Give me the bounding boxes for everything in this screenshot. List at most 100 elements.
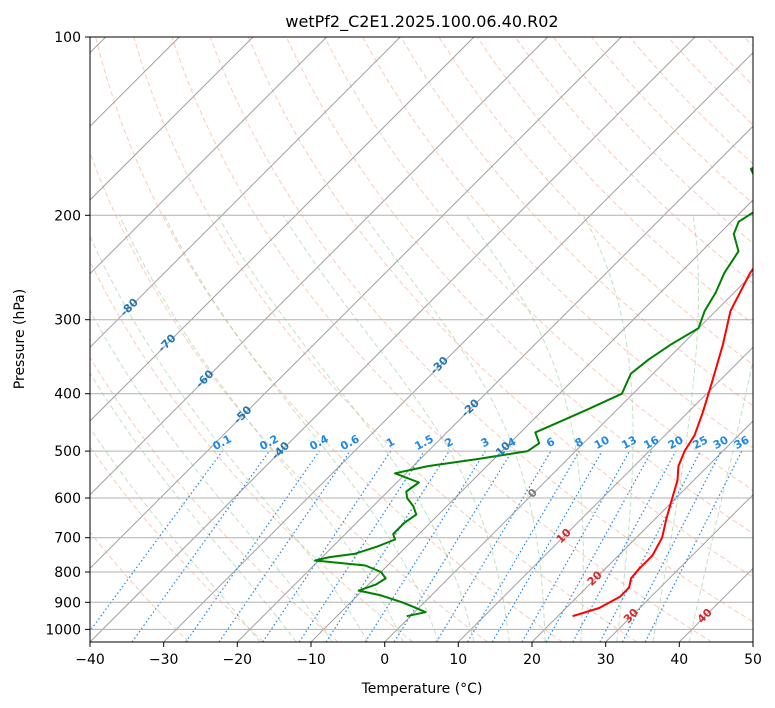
y-axis-label: Pressure (hPa) xyxy=(12,289,28,389)
y-axis-ticks: 100 200 300 400 500 600 700 800 900 1000 xyxy=(45,30,90,638)
mixing-ratio-label: 30 xyxy=(711,433,731,452)
dry-adiabat xyxy=(95,37,563,642)
x-tick-label: −40 xyxy=(75,652,105,668)
mixing-ratio-label: 25 xyxy=(690,433,710,452)
moist-adiabat xyxy=(90,371,297,642)
mixing-ratio-label: 20 xyxy=(666,433,686,452)
isotherm xyxy=(531,420,753,642)
isotherm xyxy=(163,51,753,642)
mixing-ratio-line xyxy=(364,450,486,642)
moist-adiabat xyxy=(652,215,699,642)
moist-adiabat xyxy=(282,215,510,642)
isotherm-label: -30 xyxy=(428,354,451,377)
dry-adiabat xyxy=(362,37,753,449)
dry-adiabat xyxy=(667,37,753,126)
dry-adiabat xyxy=(743,37,753,47)
mixing-ratio-label: 6 xyxy=(544,435,557,450)
x-axis-label: Temperature (°C) xyxy=(361,681,483,697)
x-tick-label: 10 xyxy=(449,652,467,668)
background-lines xyxy=(90,37,753,642)
dry-adiabat xyxy=(90,531,190,642)
y-tick-label: 500 xyxy=(54,444,81,460)
dry-adiabat xyxy=(90,445,264,642)
dry-adiabat xyxy=(438,37,753,366)
mixing-ratio-line xyxy=(185,450,320,642)
mixing-ratio-line xyxy=(218,450,351,642)
y-tick-label: 300 xyxy=(54,313,81,329)
isotherm xyxy=(90,37,328,275)
y-tick-label: 600 xyxy=(54,491,81,507)
mixing-ratio-line xyxy=(325,450,450,642)
x-axis-ticks: −40 −30 −20 −10 0 10 20 30 40 50 xyxy=(75,642,762,668)
mixing-ratio-label: 3 xyxy=(479,435,492,450)
moist-adiabat xyxy=(364,215,546,642)
isotherm xyxy=(457,346,753,642)
mixing-ratio-label: 0.6 xyxy=(338,432,362,453)
mixing-ratio-line xyxy=(521,450,631,642)
isotherm xyxy=(90,37,475,422)
y-tick-label: 100 xyxy=(54,30,81,46)
dry-adiabat xyxy=(476,37,753,325)
dry-adiabat xyxy=(171,37,712,642)
moist-adiabat xyxy=(90,427,261,642)
mixing-ratio-label: 16 xyxy=(642,433,662,452)
mixing-ratio-line xyxy=(491,450,603,642)
dry-adiabat xyxy=(400,37,753,407)
x-tick-label: 30 xyxy=(597,652,615,668)
isotherm xyxy=(384,272,753,642)
plot-frame xyxy=(89,36,754,643)
mixing-ratio-label: 0.4 xyxy=(307,432,331,453)
mixing-ratio-line xyxy=(599,450,702,642)
isotherm xyxy=(90,37,401,349)
moist-adiabat xyxy=(90,235,369,642)
dry-adiabat xyxy=(90,151,488,642)
x-tick-label: 40 xyxy=(670,652,688,668)
mixing-ratio-line xyxy=(262,450,392,642)
dry-adiabat xyxy=(324,37,753,491)
dry-adiabat xyxy=(705,37,753,87)
mixing-ratio-line xyxy=(435,450,552,642)
isotherm xyxy=(310,199,753,642)
dry-adiabat xyxy=(247,37,753,578)
isotherm xyxy=(90,37,549,496)
moist-adiabat xyxy=(217,215,475,642)
dry-adiabat xyxy=(90,356,339,642)
isotherm-label: 30 xyxy=(621,606,641,626)
dry-adiabat xyxy=(514,37,753,285)
mixing-ratio-label: 0.1 xyxy=(211,432,234,453)
mixing-ratio-line xyxy=(545,450,653,642)
mixing-ratio-label: 36 xyxy=(732,433,752,452)
mixing-ratio-label: 10 xyxy=(592,433,612,452)
mixing-ratio-line xyxy=(466,450,580,642)
y-tick-label: 900 xyxy=(54,595,81,611)
isotherm xyxy=(90,37,696,642)
y-tick-label: 400 xyxy=(54,387,81,403)
mixing-ratio-line xyxy=(90,450,223,632)
dry-adiabat xyxy=(133,37,638,642)
moist-adiabat xyxy=(119,215,404,642)
x-tick-label: −10 xyxy=(296,652,326,668)
mixing-ratio-label: 2 xyxy=(443,435,456,450)
mixing-ratio-line xyxy=(393,450,513,642)
dry-adiabat xyxy=(591,37,753,205)
dry-adiabat xyxy=(552,37,753,244)
chart-title: wetPf2_C2E1.2025.100.06.40.R02 xyxy=(285,12,558,32)
isotherm-label: -60 xyxy=(193,367,216,390)
moist-adiabat xyxy=(583,215,634,642)
profiles xyxy=(314,166,753,618)
isotherm xyxy=(605,493,753,642)
temperature-profile xyxy=(572,267,753,618)
y-tick-label: 800 xyxy=(54,565,81,581)
x-tick-label: 50 xyxy=(744,652,762,668)
mixing-ratio-label: 13 xyxy=(619,433,639,452)
x-tick-label: −20 xyxy=(223,652,253,668)
isotherm xyxy=(90,37,254,201)
dry-adiabat xyxy=(90,260,414,642)
x-tick-label: 0 xyxy=(380,652,389,668)
mixing-ratio-label: 1.5 xyxy=(413,432,436,453)
dry-adiabat xyxy=(209,37,753,623)
isotherm xyxy=(90,37,622,570)
isotherm xyxy=(752,641,753,642)
x-tick-label: −30 xyxy=(149,652,179,668)
